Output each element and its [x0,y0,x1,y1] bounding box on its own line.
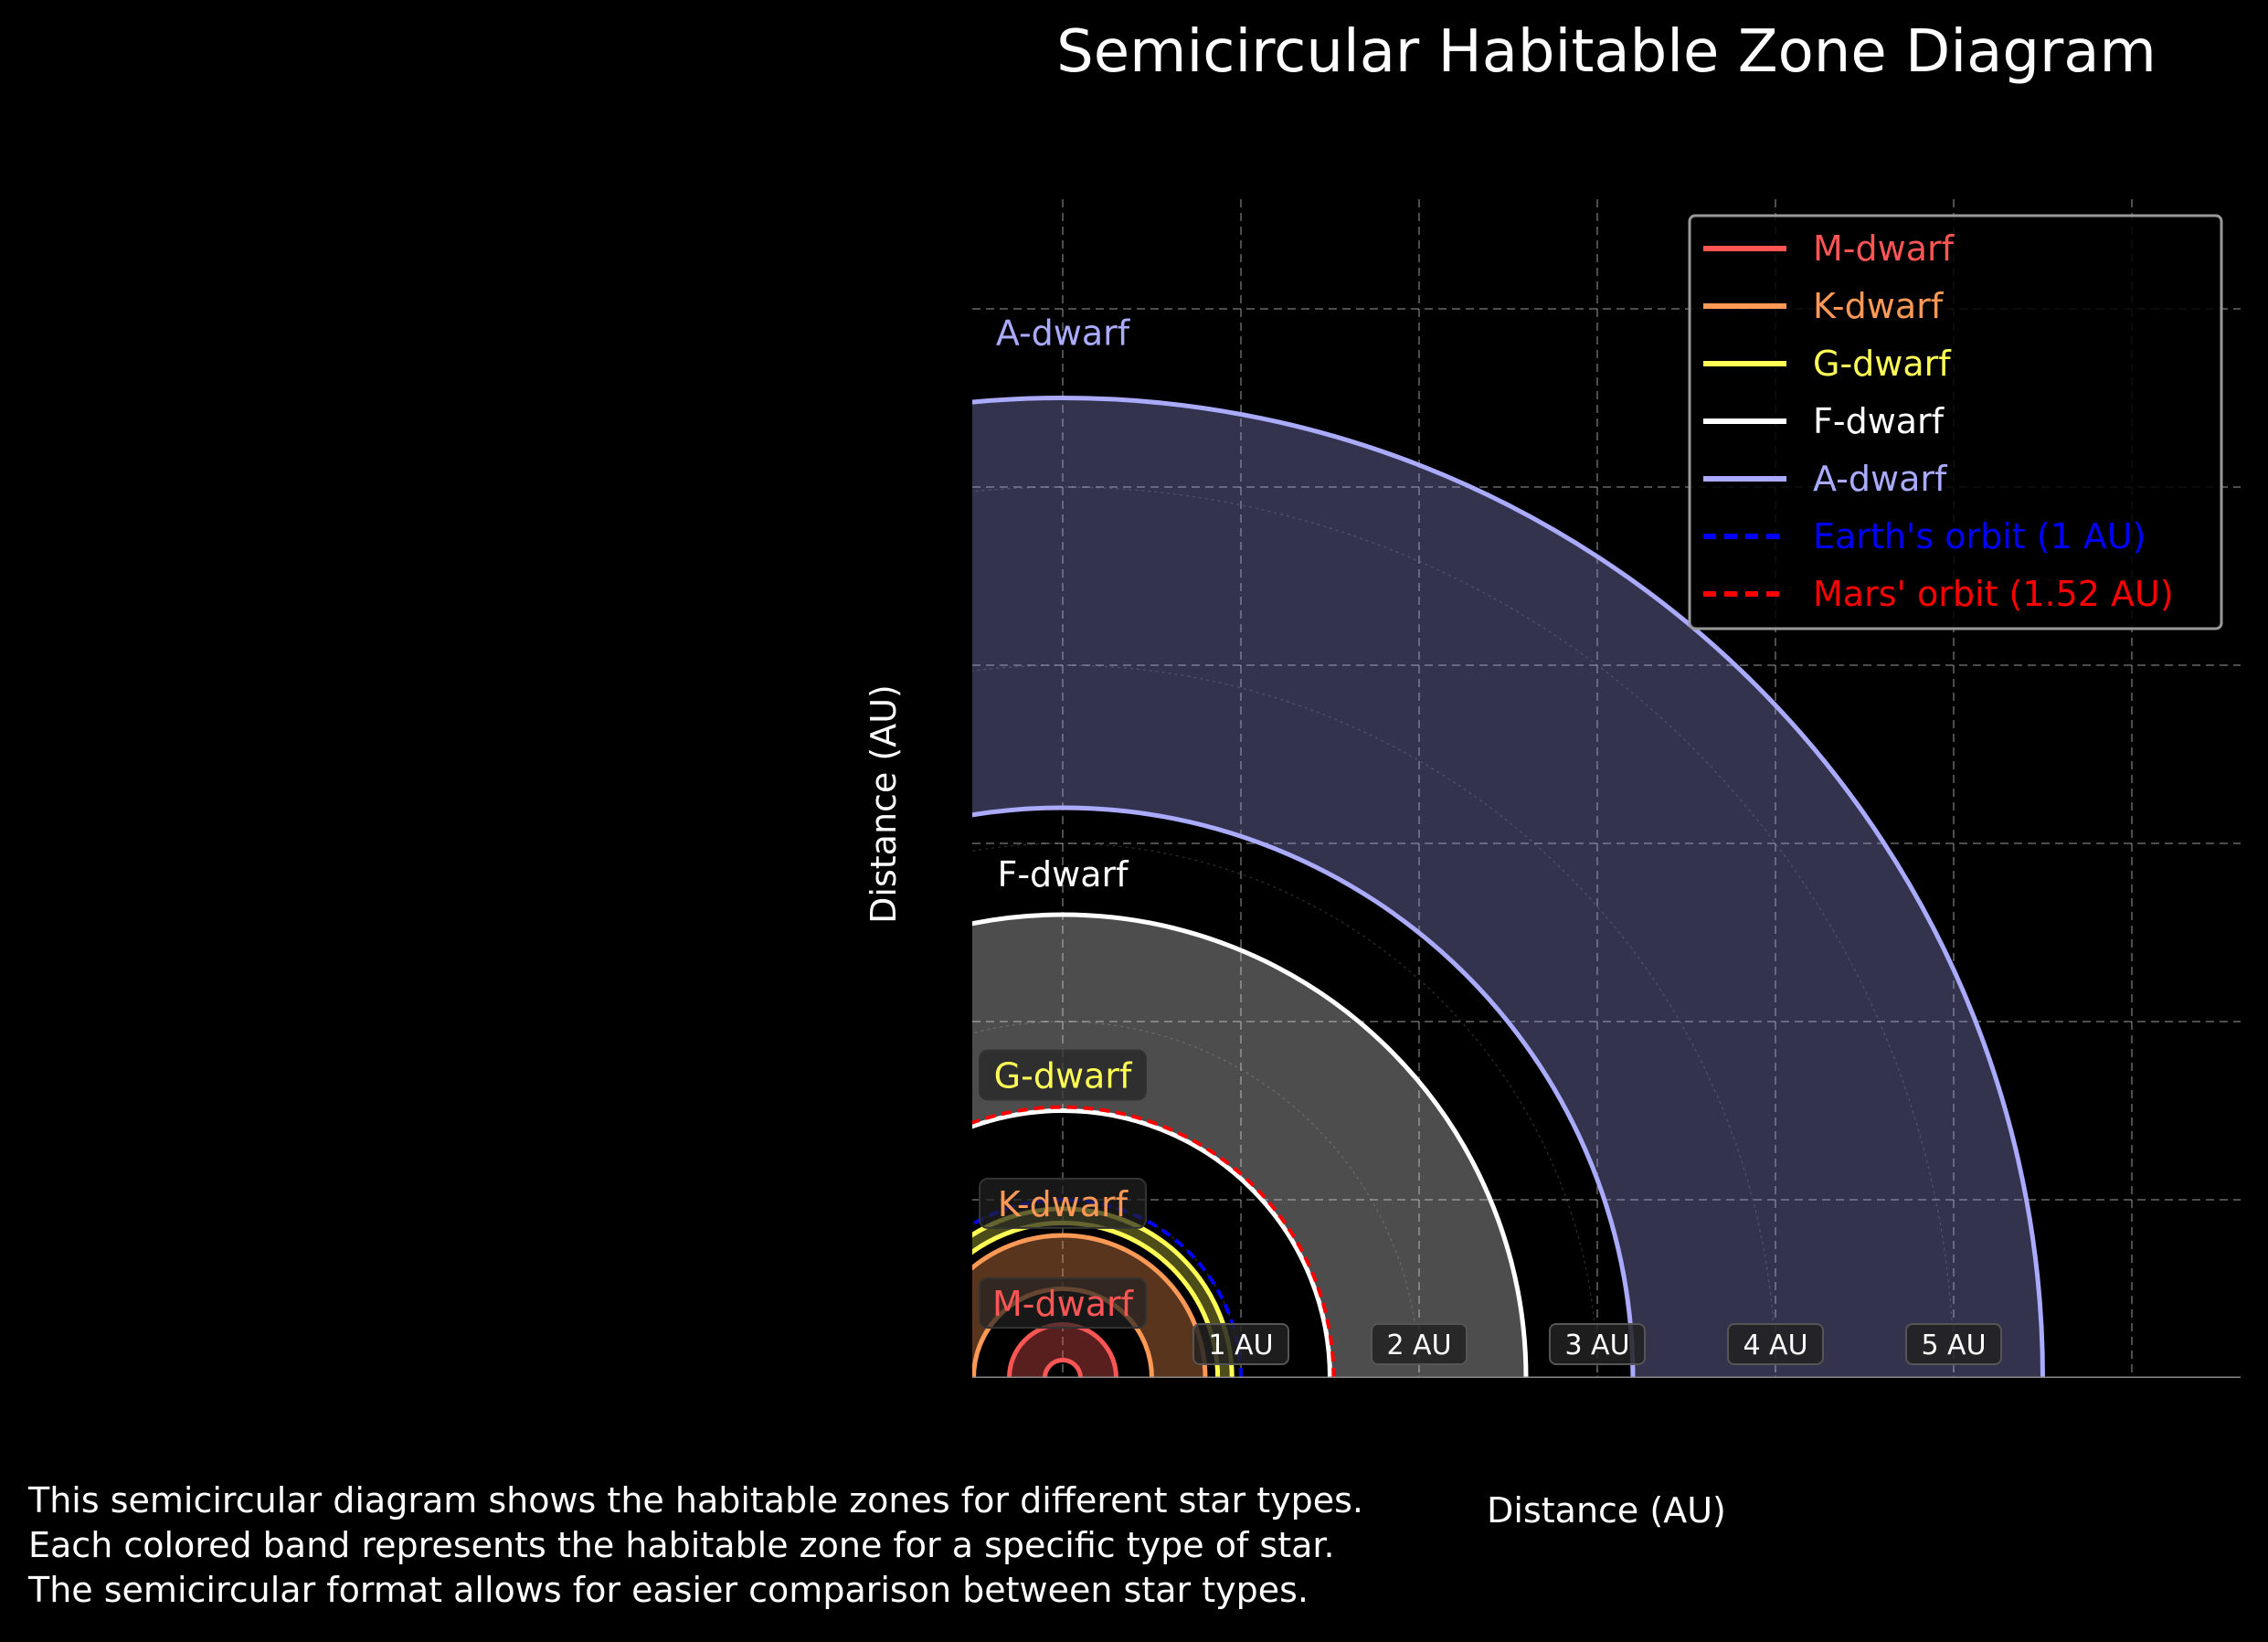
au-marker-box [1371,1323,1468,1365]
au-marker-label: 4 AU [1743,1329,1807,1361]
zone-band [972,397,2043,1378]
caption-line-1: This semicircular diagram shows the habi… [28,1480,1364,1520]
au-markers: 1 AU 2 AU 3 AU 4 AU 5 AU [1192,1323,2002,1365]
legend-entry: Mars' orbit (1.52 AU) [1703,574,2174,614]
legend-entry: K-dwarf [1703,286,1945,326]
zone-band [972,915,1526,1378]
au-marker-label: 1 AU [1208,1329,1273,1361]
au-marker-box [1905,1323,2002,1365]
au-marker-box [1192,1323,1289,1365]
zone-label-f-dwarf: F-dwarf [997,854,1129,895]
au-marker-label: 2 AU [1386,1329,1451,1361]
au-marker-box [1727,1323,1824,1365]
au-circle [972,842,1598,1378]
zone-band [1009,1324,1117,1378]
legend-entry: A-dwarf [1703,459,1948,499]
caption-line-3: The semicircular format allows for easie… [28,1570,1309,1610]
orbit-mars [972,1105,1336,1378]
au-marker-box [1549,1323,1646,1365]
zone-label-text: F-dwarf [997,854,1129,895]
x-axis-label: Distance (AU) [1487,1490,1726,1531]
zone-label-text: M-dwarf [992,1284,1135,1324]
legend: M-dwarf K-dwarf G-dwarf F-dwarf A-dwarf Earth… [1688,214,2223,630]
zone-label-text: G-dwarf [994,1056,1133,1096]
zone-outer-edge [972,396,2045,1378]
legend-label: K-dwarf [1813,286,1945,326]
legend-label: F-dwarf [1813,401,1945,441]
zone-labels: M-dwarf K-dwarf G-dwarf F-dwarf A-dwarf [979,313,1147,1329]
zone-inner-edge [972,805,1636,1378]
zone-f-dwarf [972,912,1529,1378]
legend-box [1688,214,2223,630]
legend-label: G-dwarf [1813,344,1952,384]
legend-entry: Earth's orbit (1 AU) [1703,516,2146,556]
zone-band [972,1235,1205,1378]
au-marker: 3 AU [1549,1323,1646,1365]
zone-a-dwarf [972,396,2045,1378]
au-marker: 1 AU [1192,1323,1289,1365]
zone-label-a-dwarf: A-dwarf [996,313,1131,353]
caption: This semicircular diagram shows the habi… [28,1478,1363,1613]
legend-label: A-dwarf [1813,459,1948,499]
zone-label-box [979,1049,1147,1101]
legend-label: Mars' orbit (1.52 AU) [1813,574,2174,614]
zone-inner-edge [1043,1358,1083,1378]
legend-label: M-dwarf [1813,228,1955,269]
y-axis-label: Distance (AU) [864,684,904,924]
au-marker: 4 AU [1727,1323,1824,1365]
caption-line-2: Each colored band represents the habitab… [28,1525,1335,1565]
legend-label: Earth's orbit (1 AU) [1813,516,2146,556]
au-marker: 5 AU [1905,1323,2002,1365]
zone-label-box [979,1177,1147,1229]
chart-title: Semicircular Habitable Zone Diagram [1056,18,2157,86]
zone-label-k-dwarf: K-dwarf [979,1177,1147,1229]
zone-label-text: A-dwarf [996,313,1131,353]
zone-outer-edge [972,1233,1208,1378]
zone-outer-edge [972,912,1529,1378]
zone-label-text: K-dwarf [998,1184,1129,1224]
legend-entry: F-dwarf [1703,401,1945,441]
zone-band [972,1208,1233,1378]
au-circle [972,664,1776,1378]
au-marker-label: 5 AU [1921,1329,1986,1361]
zone-label-m-dwarf: M-dwarf [979,1277,1147,1329]
zone-inner-edge [972,1108,1332,1378]
au-marker: 2 AU [1371,1323,1468,1365]
legend-entry: G-dwarf [1703,344,1952,384]
au-marker-label: 3 AU [1564,1329,1629,1361]
zone-label-g-dwarf: G-dwarf [979,1049,1147,1101]
zone-label-box [979,1277,1147,1329]
legend-entry: M-dwarf [1703,228,1955,269]
